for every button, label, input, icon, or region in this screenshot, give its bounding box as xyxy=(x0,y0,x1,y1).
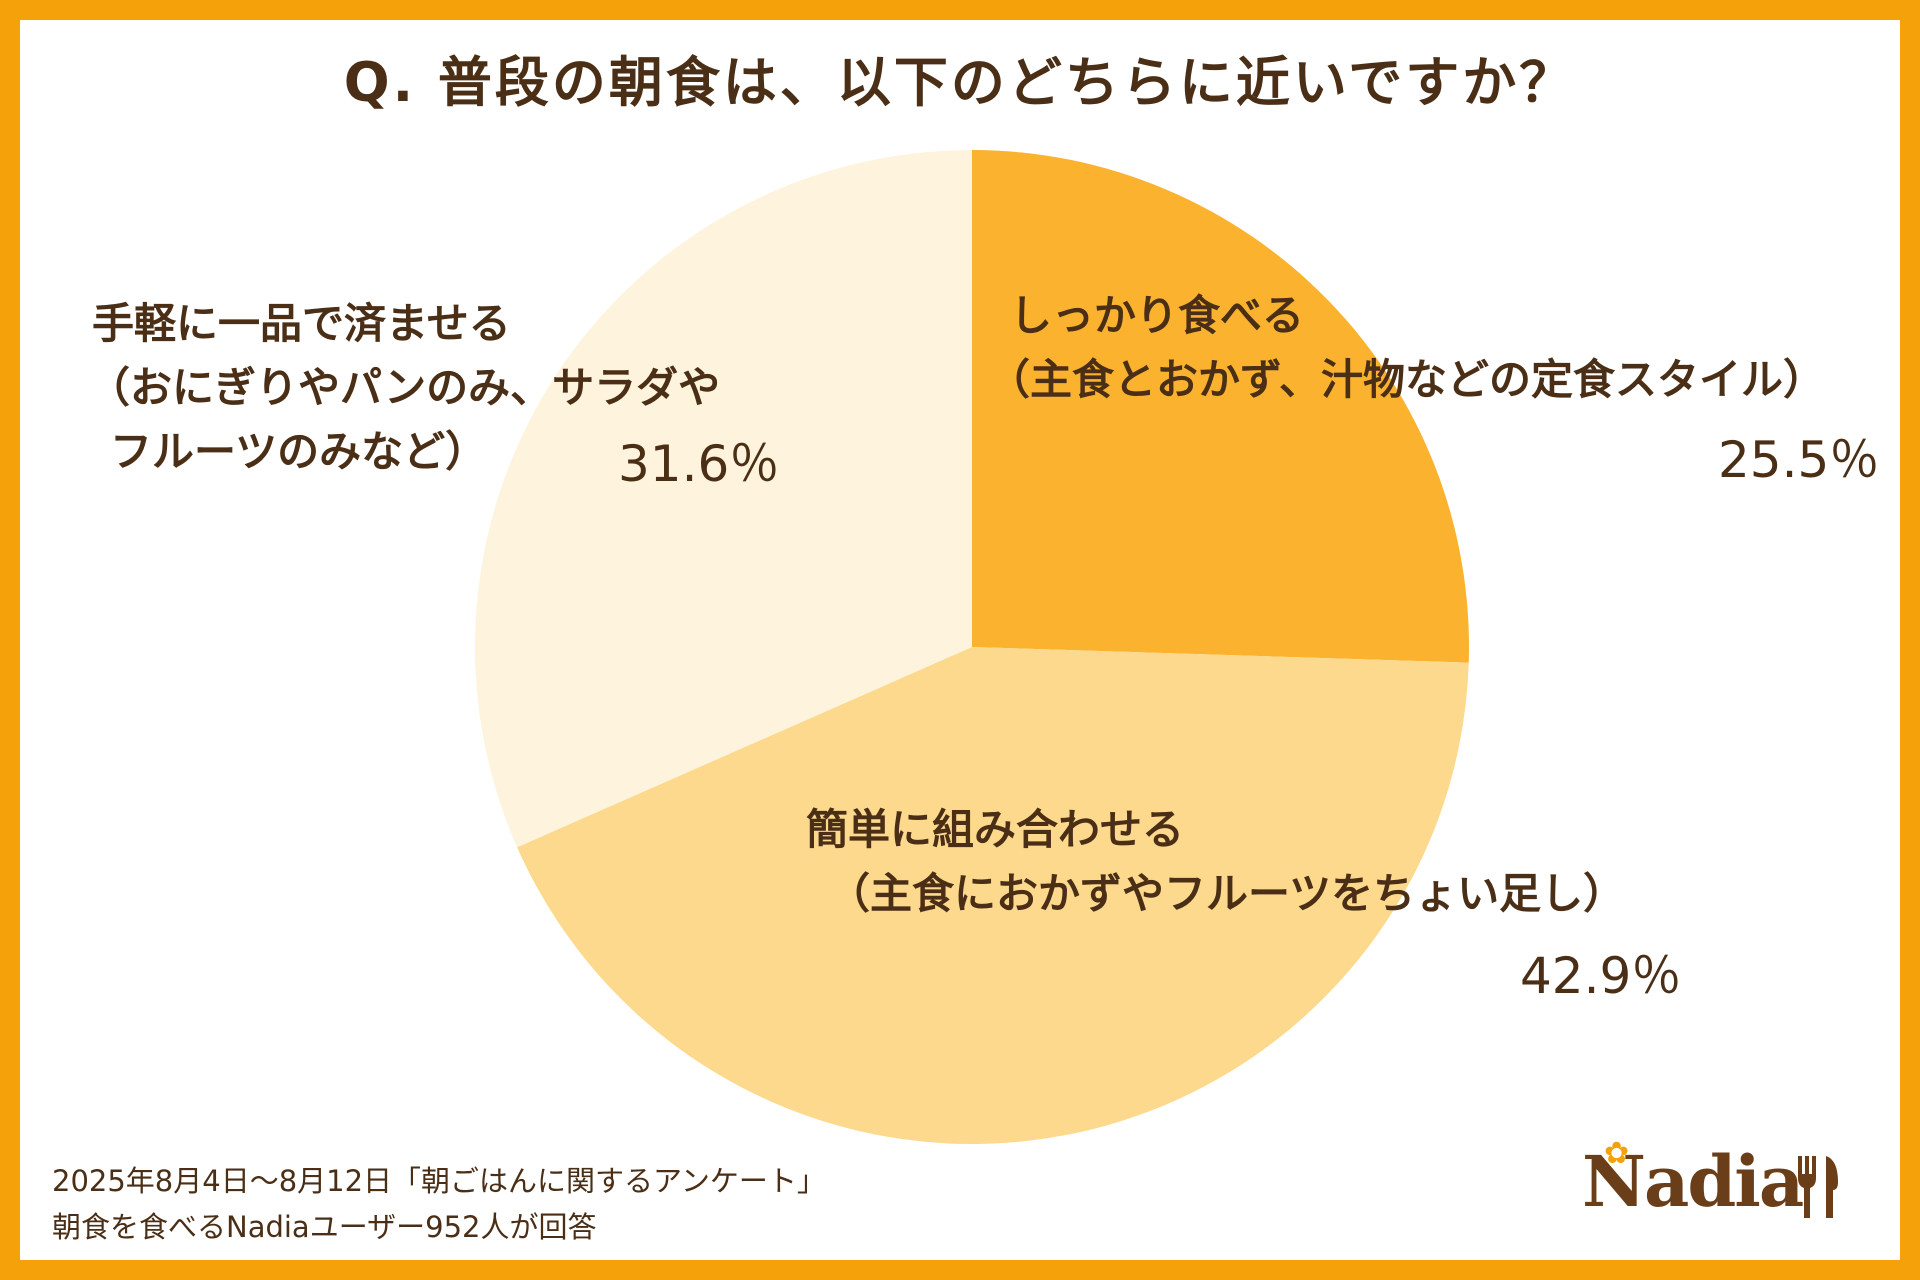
slice-label-combine: 簡単に組み合わせる （主食におかずやフルーツをちょい足し） xyxy=(806,798,1625,926)
slice-label-line: フルーツのみなど） xyxy=(110,427,488,476)
pie-slice-single xyxy=(474,150,972,848)
flower-icon: ✿ xyxy=(1604,1136,1630,1171)
survey-source: 2025年8月4日〜8月12日「朝ごはんに関するアンケート」 朝食を食べるNad… xyxy=(52,1158,826,1250)
slice-value-label: 42.9％ xyxy=(1520,947,1682,1005)
slice-label-line: 簡単に組み合わせる xyxy=(806,805,1185,854)
source-line: 朝食を食べるNadiaユーザー952人が回答 xyxy=(52,1210,597,1244)
slice-label-line: しっかり食べる xyxy=(1010,291,1305,340)
slice-label-line: （主食とおかず、汁物などの定食スタイル） xyxy=(988,355,1826,404)
chart-title: Q. 普段の朝食は、以下のどちらに近いですか？ xyxy=(343,51,1577,114)
slice-value-label: 31.6％ xyxy=(618,435,780,493)
pie-slice-steady xyxy=(972,150,1469,663)
slice-value-label: 25.5％ xyxy=(1718,431,1880,489)
slice-label-single: 手軽に一品で済ませる （おにぎりやパンのみ、サラダや フルーツのみなど） xyxy=(88,292,720,484)
pie-slice-combine xyxy=(517,647,1469,1145)
logo-text: Nadia xyxy=(1582,1140,1804,1223)
slice-label-steady: しっかり食べる （主食とおかず、汁物などの定食スタイル） xyxy=(988,284,1825,412)
slice-label-line: （主食におかずやフルーツをちょい足し） xyxy=(828,869,1626,918)
source-line: 2025年8月4日〜8月12日「朝ごはんに関するアンケート」 xyxy=(52,1164,826,1198)
nadia-logo: ✿ Nadia xyxy=(1582,1136,1852,1230)
slice-label-line: 手軽に一品で済ませる xyxy=(92,299,511,348)
slice-label-line: （おにぎりやパンのみ、サラダや xyxy=(88,363,721,412)
cutlery-icon xyxy=(1798,1156,1838,1218)
